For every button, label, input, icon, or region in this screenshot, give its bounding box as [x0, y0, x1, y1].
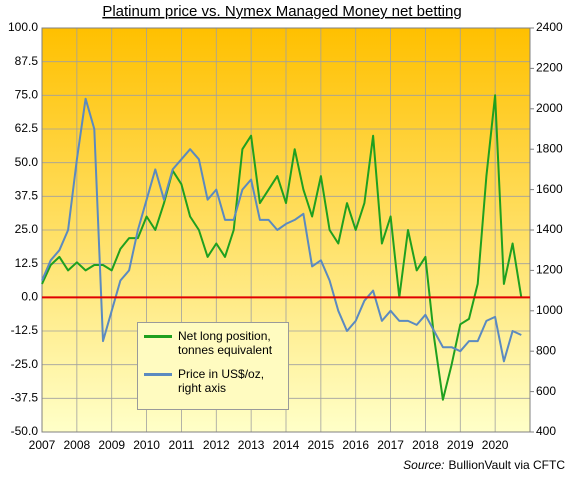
x-tick-label: 2014 — [273, 438, 300, 452]
x-tick-label: 2018 — [412, 438, 439, 452]
y2-tick-label: 800 — [536, 343, 556, 357]
y-tick-label: 50.0 — [15, 155, 39, 169]
y-tick-label: -50.0 — [11, 424, 39, 438]
y2-tick-label: 400 — [536, 424, 556, 438]
y-tick-label: -12.5 — [11, 323, 39, 337]
x-tick-label: 2017 — [377, 438, 404, 452]
x-tick-label: 2015 — [308, 438, 335, 452]
x-tick-label: 2009 — [98, 438, 125, 452]
x-tick-label: 2012 — [203, 438, 230, 452]
y2-tick-label: 1000 — [536, 303, 563, 317]
x-tick-label: 2011 — [169, 438, 195, 452]
y-tick-label: 12.5 — [15, 256, 39, 270]
x-tick-label: 2016 — [342, 438, 369, 452]
legend-label: Price in US$/oz, right axis — [178, 367, 265, 395]
y-tick-label: -37.5 — [11, 391, 39, 405]
y2-tick-label: 2000 — [536, 101, 563, 115]
y2-tick-label: 1600 — [536, 182, 563, 196]
y-tick-label: 37.5 — [15, 189, 39, 203]
y-tick-label: 25.0 — [15, 222, 39, 236]
y-tick-label: 87.5 — [15, 54, 39, 68]
y2-tick-label: 600 — [536, 384, 556, 398]
x-tick-label: 2007 — [29, 438, 56, 452]
legend-swatch — [144, 335, 172, 338]
y2-tick-label: 1200 — [536, 263, 563, 277]
y-tick-label: 62.5 — [15, 121, 39, 135]
legend-swatch — [144, 373, 172, 376]
series-line — [41, 94, 523, 401]
series-line — [41, 97, 522, 363]
legend-label: Net long position, tonnes equivalent — [178, 329, 273, 357]
y-tick-label: 100.0 — [8, 20, 38, 34]
source: Source: BullionVault via CFTC — [403, 458, 565, 472]
y-tick-label: -25.0 — [11, 357, 39, 371]
y-tick-label: 75.0 — [15, 88, 39, 102]
y2-tick-label: 1400 — [536, 222, 563, 236]
y2-tick-label: 2400 — [536, 20, 563, 34]
plot-border — [41, 27, 531, 433]
legend-item: Price in US$/oz, right axis — [144, 367, 282, 395]
x-tick-label: 2013 — [238, 438, 265, 452]
x-tick-label: 2020 — [482, 438, 509, 452]
x-tick-label: 2019 — [447, 438, 474, 452]
y2-tick-label: 2200 — [536, 61, 563, 75]
chart-title: Platinum price vs. Nymex Managed Money n… — [102, 3, 461, 20]
x-tick-label: 2010 — [133, 438, 160, 452]
x-tick-label: 2008 — [64, 438, 91, 452]
source-label: Source: — [403, 458, 445, 472]
legend-item: Net long position, tonnes equivalent — [144, 329, 282, 357]
y-tick-label: 0.0 — [21, 290, 38, 304]
source-text: BullionVault via CFTC — [448, 458, 565, 472]
y2-tick-label: 1800 — [536, 141, 563, 155]
legend: Net long position, tonnes equivalent Pric… — [137, 322, 289, 410]
